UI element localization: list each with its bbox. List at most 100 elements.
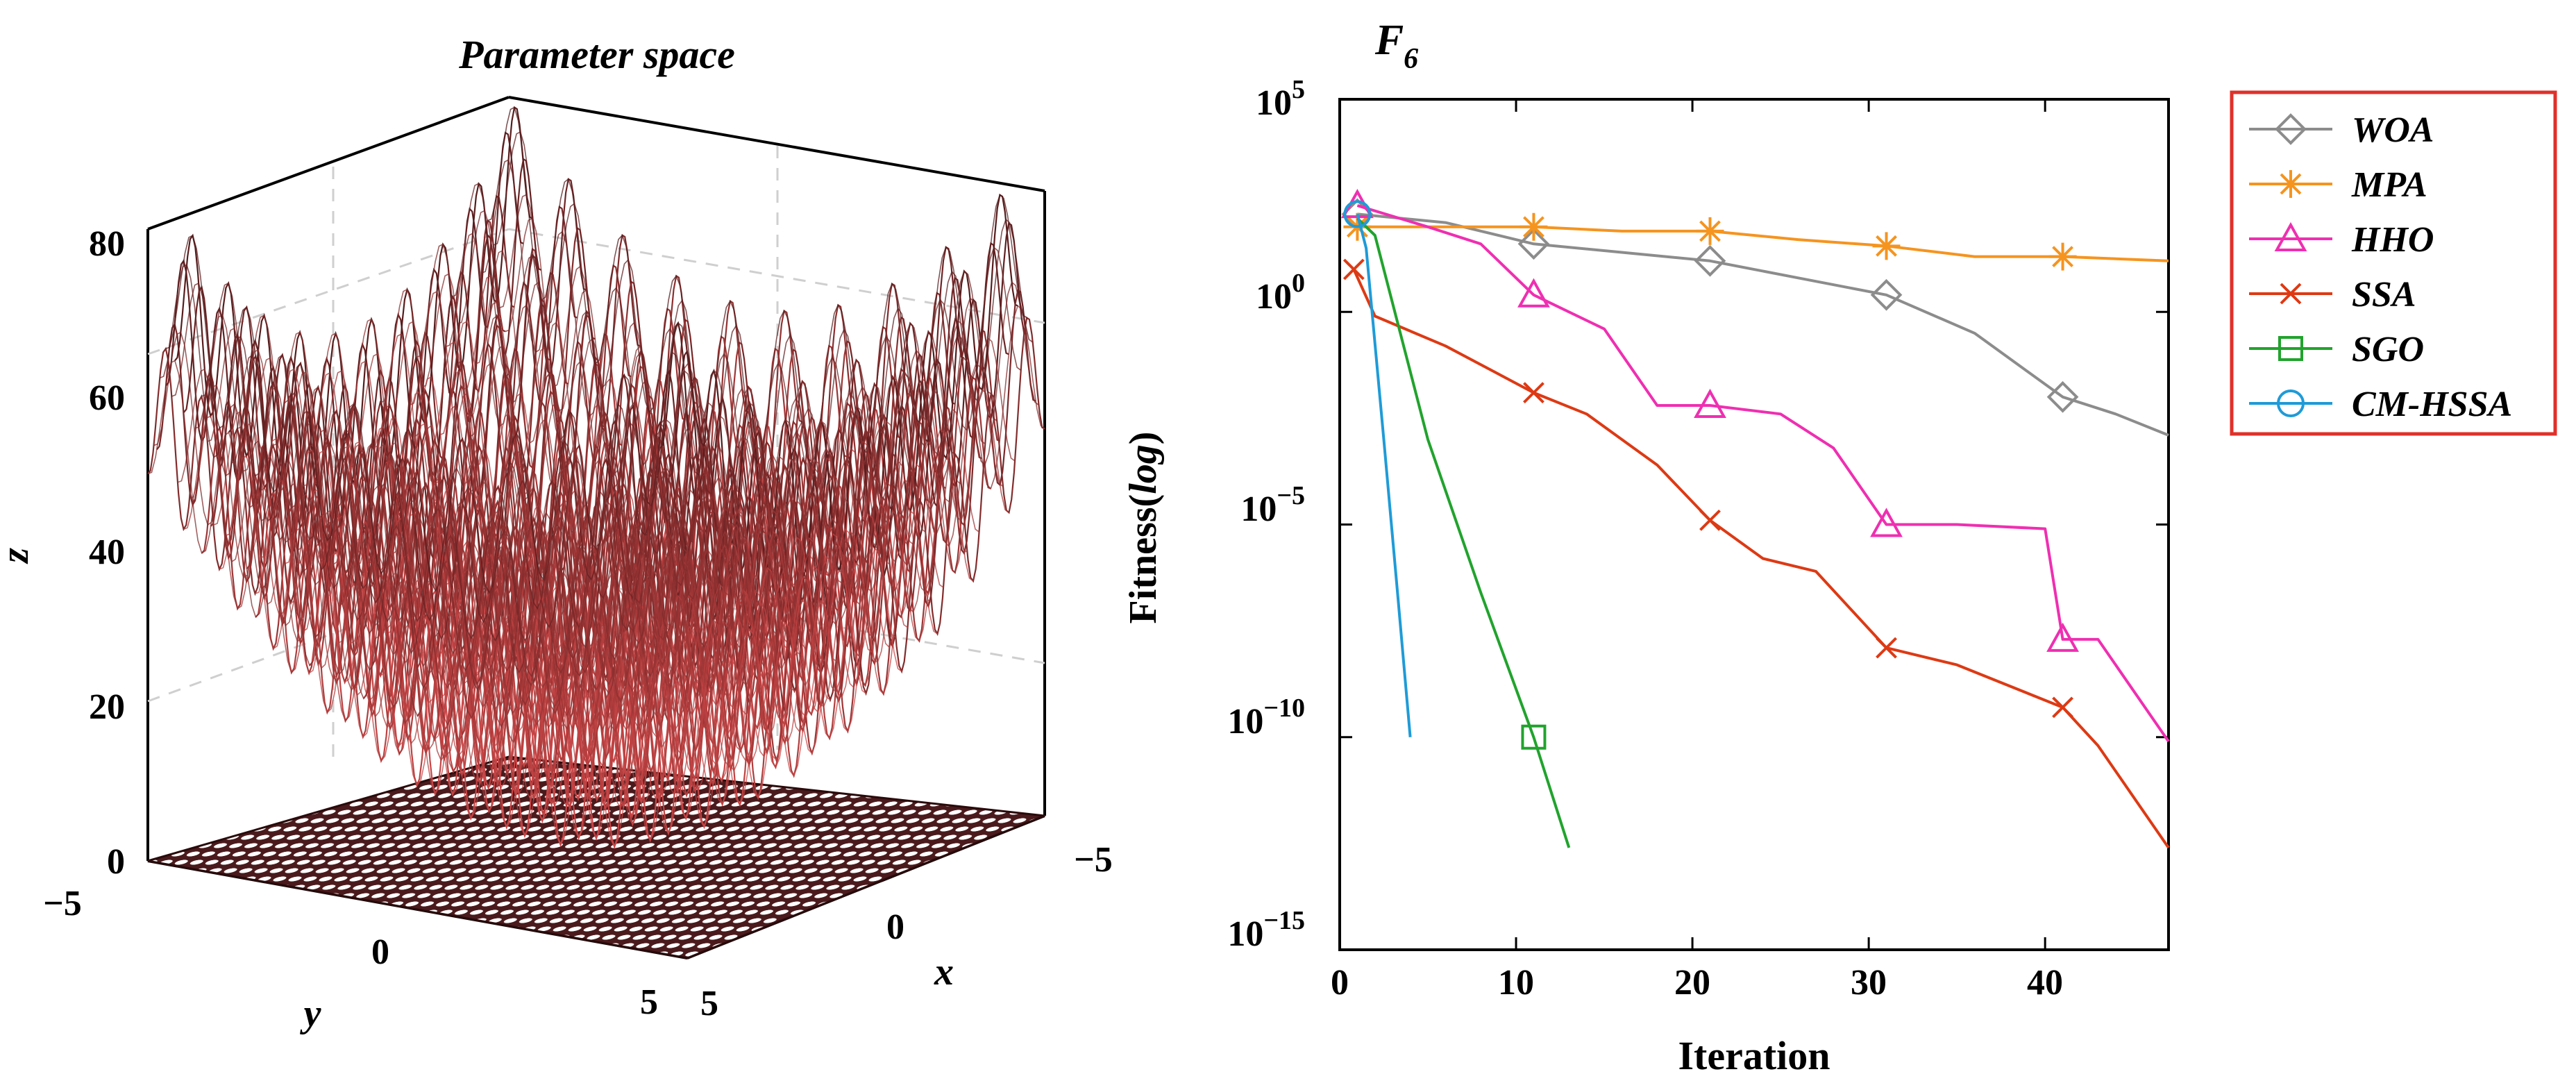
marker-diamond <box>1517 228 1550 260</box>
x-tick-label: 10 <box>1498 963 1534 1003</box>
y-tick-label: −5 <box>43 884 82 923</box>
series-sgo <box>1356 217 1571 848</box>
marker-x <box>1523 382 1544 404</box>
x-axis: 5 0 −5 <box>700 840 1113 1023</box>
marker-asterisk <box>2048 242 2077 271</box>
z-tick-label: 60 <box>89 378 125 418</box>
legend-label: HHO <box>2351 220 2434 260</box>
marker-asterisk <box>1519 212 1548 241</box>
legend-box <box>2230 90 2557 436</box>
surface-mesh-line <box>439 321 980 680</box>
surface-mesh-line <box>433 369 974 730</box>
marker-diamond <box>2046 380 2079 413</box>
surface-mesh-line <box>165 235 706 594</box>
z-axis-label: z <box>0 548 37 564</box>
x-tick-label: 0 <box>886 907 904 947</box>
surface-mesh-line <box>147 360 688 719</box>
plot-area <box>1338 98 2170 951</box>
y-tick-label: 10−15 <box>1227 906 1305 954</box>
series-line <box>1352 269 2170 849</box>
y-tick-label: 0 <box>371 932 389 972</box>
legend-item-mpa: MPA <box>2249 165 2427 205</box>
surface-mesh-line <box>255 479 795 839</box>
marker-diamond <box>1870 278 1903 311</box>
z-tick-label: 40 <box>89 533 125 572</box>
marker-triangle <box>1694 388 1726 418</box>
marker-asterisk <box>1696 217 1724 245</box>
surface-mesh-line <box>249 437 789 798</box>
series-line <box>1356 213 1412 737</box>
legend-item-ssa: SSA <box>2249 275 2416 315</box>
convergence-chart-title: F6 <box>1374 17 1418 75</box>
marker-triangle <box>2046 622 2079 652</box>
legend-item-hho: HHO <box>2249 220 2434 260</box>
y-axis-label: Fitness(log) <box>1122 432 1165 624</box>
marker-triangle <box>2274 221 2307 251</box>
y-tick-label: 5 <box>640 982 658 1022</box>
surface-floor-contour <box>147 755 1045 959</box>
marker-x <box>2280 283 2302 305</box>
surface-mesh-line <box>285 449 825 810</box>
surface-mesh-line <box>207 327 748 687</box>
marker-triangle <box>1517 278 1550 308</box>
marker-triangle <box>1870 508 1903 537</box>
x-tick-label: 0 <box>1331 963 1349 1003</box>
surface-mesh-line <box>159 264 700 623</box>
surface-mesh-line <box>153 331 694 691</box>
legend-label: MPA <box>2351 165 2427 205</box>
series-cm-hssa <box>1343 200 1412 737</box>
z-axis: 0 20 40 60 80 <box>89 224 125 882</box>
surface-mesh-line <box>260 443 801 803</box>
x-tick-label: 40 <box>2027 963 2063 1003</box>
marker-x <box>1876 637 1897 659</box>
x-axis-label: Iteration <box>1678 1033 1830 1078</box>
x-tick-labels: 0 10 20 30 40 <box>1331 963 2063 1003</box>
legend: WOA MPA HHO SSA SGO CM-HSSA <box>2230 90 2557 436</box>
surface-mesh-line <box>243 357 783 716</box>
legend-label: CM-HSSA <box>2352 385 2512 424</box>
axis-ticks <box>1338 98 2169 951</box>
legend-label: SGO <box>2352 330 2424 369</box>
legend-item-cm-hssa: CM-HSSA <box>2249 385 2512 424</box>
surface-mesh-line <box>302 372 843 732</box>
marker-diamond <box>1694 244 1726 277</box>
marker-square <box>1521 724 1547 750</box>
surface-mesh-line <box>314 369 855 730</box>
convergence-chart: F6 105 100 10−5 10−10 10−15 Fitness(log)… <box>1122 17 2170 1078</box>
y-tick-labels: 105 100 10−5 10−10 10−15 <box>1227 75 1305 954</box>
surface-mesh-line <box>201 282 741 642</box>
y-tick-label: 10−5 <box>1240 481 1305 529</box>
legend-item-sgo: SGO <box>2249 330 2424 369</box>
surface-mesh-line <box>380 288 920 648</box>
surface-mesh-line <box>326 482 866 842</box>
z-tick-label: 80 <box>89 224 125 264</box>
surface-mesh-line <box>487 106 1027 467</box>
marker-square <box>2278 336 2303 361</box>
x-tick-label: −5 <box>1074 840 1113 880</box>
series-line <box>1356 217 1571 848</box>
x-axis-label: x <box>934 950 954 993</box>
surface-mesh-line <box>386 321 926 680</box>
surface-mesh-line <box>237 315 777 674</box>
surface-mesh-line <box>177 368 718 728</box>
y-tick-label: 100 <box>1256 269 1305 317</box>
surface-mesh-line <box>338 360 879 720</box>
marker-circle <box>2277 389 2305 417</box>
marker-x <box>1342 258 1365 280</box>
surface-mesh-line <box>373 333 914 693</box>
y-axis: −5 0 5 <box>43 884 658 1022</box>
surface-mesh-line <box>189 384 730 744</box>
series-line <box>1357 212 2169 437</box>
marker-x <box>2052 696 2073 719</box>
z-tick-label: 0 <box>107 842 125 882</box>
x-tick-label: 5 <box>700 984 718 1023</box>
y-tick-label: 10−10 <box>1227 694 1305 741</box>
surface-mesh <box>147 106 1045 850</box>
marker-asterisk <box>1872 232 1901 260</box>
z-tick-label: 20 <box>89 687 125 727</box>
marker-diamond <box>2275 113 2307 145</box>
surface-mesh-line <box>171 282 712 642</box>
x-tick-label: 20 <box>1674 963 1710 1003</box>
marker-x <box>1699 509 1721 531</box>
